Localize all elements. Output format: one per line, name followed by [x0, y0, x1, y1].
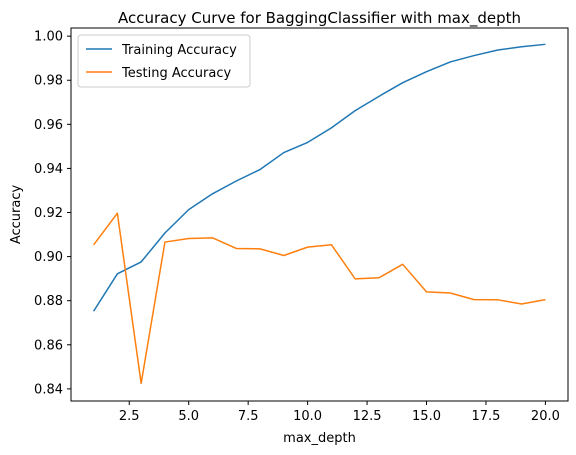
x-axis-label: max_depth: [283, 431, 356, 446]
legend-label-training: Training Accuracy: [121, 43, 237, 58]
x-axis-ticks: 2.5 5.0 7.5 10.0 12.5 15.0 17.5 20.0: [119, 401, 560, 424]
x-tick-label: 20.0: [531, 409, 560, 424]
series-line-testing: [92, 212, 546, 385]
plot-frame: [70, 27, 569, 402]
legend-box: [77, 34, 251, 88]
x-tick-label: 2.5: [119, 409, 140, 424]
x-tick-label: 10.0: [293, 409, 322, 424]
series-layer: [92, 43, 546, 385]
y-tick-label: 0.92: [34, 206, 63, 221]
y-tick-label: 0.94: [34, 162, 63, 177]
x-tick-label: 17.5: [471, 409, 500, 424]
y-axis-ticks: 0.84 0.86 0.88 0.90 0.92 0.94 0.96 0.98 1.00: [34, 30, 71, 397]
y-tick-label: 1.00: [34, 30, 63, 45]
y-tick-label: 0.90: [34, 250, 63, 265]
series-line-training: [92, 43, 546, 312]
y-tick-label: 0.98: [34, 74, 63, 89]
x-tick-label: 5.0: [178, 409, 199, 424]
x-tick-label: 15.0: [412, 409, 441, 424]
y-tick-label: 0.84: [34, 382, 63, 397]
y-tick-label: 0.86: [34, 338, 63, 353]
y-tick-label: 0.96: [34, 118, 63, 133]
y-tick-label: 0.88: [34, 294, 63, 309]
x-tick-label: 12.5: [353, 409, 382, 424]
x-tick-label: 7.5: [238, 409, 259, 424]
legend: Training Accuracy Testing Accuracy: [77, 34, 251, 88]
y-axis-label: Accuracy: [9, 185, 24, 245]
chart-title: Accuracy Curve for BaggingClassifier wit…: [118, 9, 521, 28]
legend-label-testing: Testing Accuracy: [121, 66, 231, 81]
